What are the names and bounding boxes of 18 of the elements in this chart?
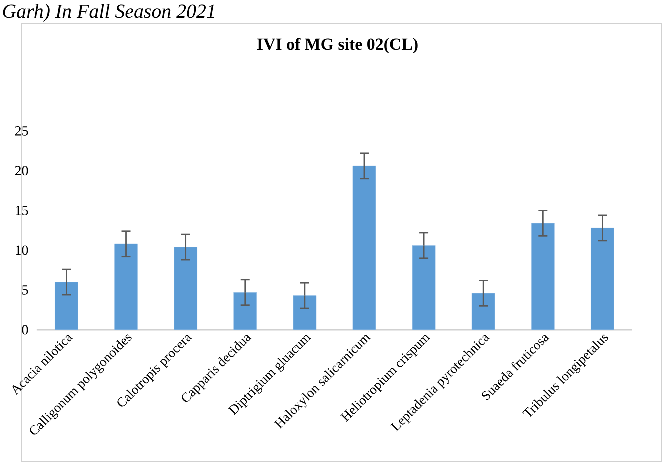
chart-title: IVI of MG site 02(CL) xyxy=(257,38,418,54)
bar xyxy=(531,223,555,330)
bar xyxy=(591,228,614,330)
bar xyxy=(412,246,436,330)
y-tick-label: 25 xyxy=(15,126,28,136)
bar xyxy=(174,247,198,330)
y-tick-label: 5 xyxy=(22,286,28,296)
bar xyxy=(472,293,496,330)
y-tick-label: 10 xyxy=(16,246,28,256)
y-tick-label: 20 xyxy=(15,166,28,176)
bar xyxy=(293,296,317,330)
y-tick-label: 15 xyxy=(16,206,28,216)
bar xyxy=(55,282,78,330)
bar xyxy=(352,166,376,330)
y-tick-label: 0 xyxy=(22,325,28,335)
bar xyxy=(234,292,258,330)
text: Garh) In Fall Season 2021 xyxy=(3,4,214,22)
bar xyxy=(114,244,138,330)
